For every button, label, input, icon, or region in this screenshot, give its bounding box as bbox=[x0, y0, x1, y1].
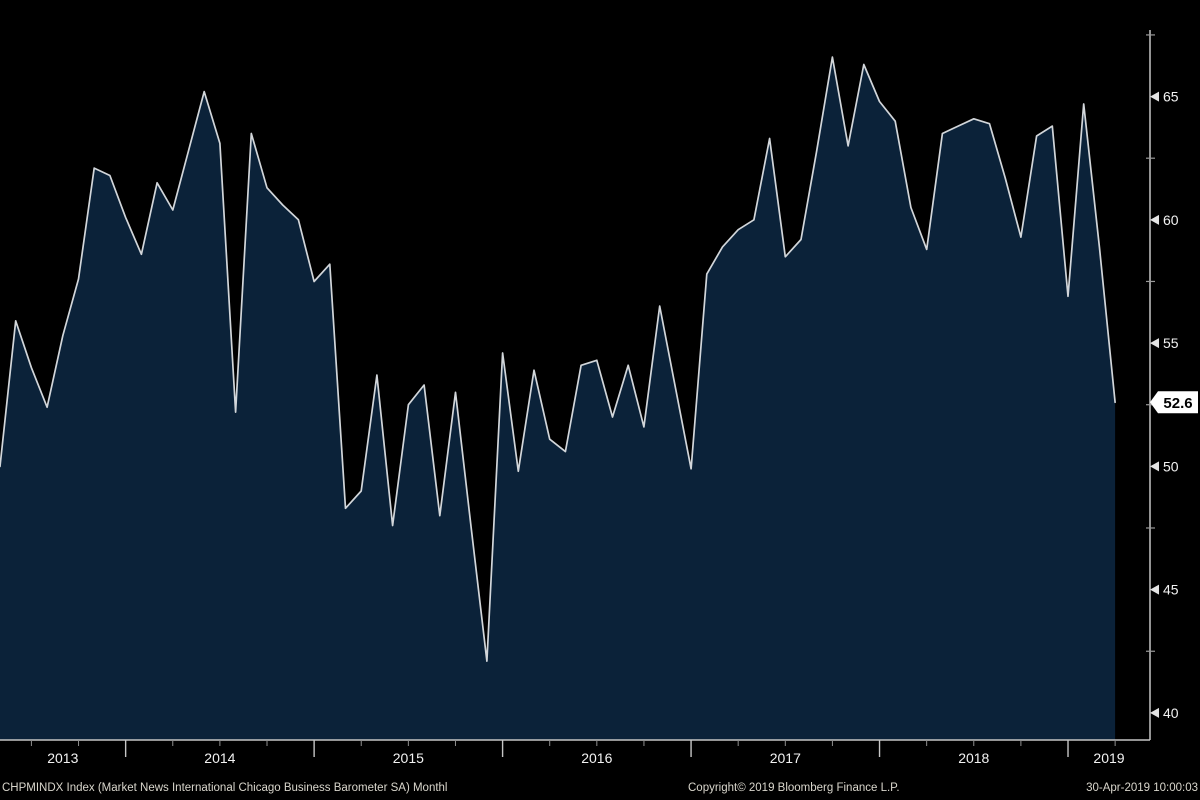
y-axis-label: 50 bbox=[1163, 458, 1179, 474]
footer-bar: CHPMINDX Index (Market News Internationa… bbox=[2, 782, 1198, 794]
y-axis: 40 45 50 55 60 65 bbox=[1146, 34, 1179, 721]
year-label: 2018 bbox=[958, 750, 989, 766]
x-axis-year-labels: 2013 2014 2015 2016 2017 2018 2019 bbox=[47, 750, 1125, 766]
y-axis-label: 60 bbox=[1163, 212, 1179, 228]
y-major-tick-arrow bbox=[1150, 584, 1159, 595]
y-major-tick-arrow bbox=[1150, 707, 1159, 718]
y-major-tick-arrow bbox=[1150, 214, 1159, 225]
footer-copyright: Copyright© 2019 Bloomberg Finance L.P. bbox=[688, 782, 900, 794]
last-price-value: 52.6 bbox=[1163, 395, 1192, 412]
y-axis-label: 55 bbox=[1163, 335, 1179, 351]
y-axis-label: 65 bbox=[1163, 89, 1179, 105]
axes bbox=[0, 30, 1151, 741]
last-price-tag: 52.6 bbox=[1150, 391, 1198, 414]
y-major-tick-arrow bbox=[1150, 338, 1159, 349]
y-major-tick-arrow bbox=[1150, 91, 1159, 102]
y-axis-label: 45 bbox=[1163, 582, 1179, 598]
year-label: 2015 bbox=[393, 750, 424, 766]
year-label: 2014 bbox=[204, 750, 235, 766]
year-label: 2013 bbox=[47, 750, 78, 766]
x-axis bbox=[30, 740, 1116, 757]
year-label: 2016 bbox=[581, 750, 612, 766]
y-major-tick-arrow bbox=[1150, 461, 1159, 472]
price-line bbox=[0, 56, 1116, 662]
area-series[interactable] bbox=[0, 57, 1116, 741]
footer-timestamp: 30-Apr-2019 10:00:03 bbox=[1086, 782, 1198, 794]
year-label: 2019 bbox=[1093, 750, 1124, 766]
year-label: 2017 bbox=[770, 750, 801, 766]
footer-instrument-description: CHPMINDX Index (Market News Internationa… bbox=[2, 782, 447, 794]
y-axis-label: 40 bbox=[1163, 705, 1179, 721]
last-price-tag-shape bbox=[1150, 391, 1198, 414]
